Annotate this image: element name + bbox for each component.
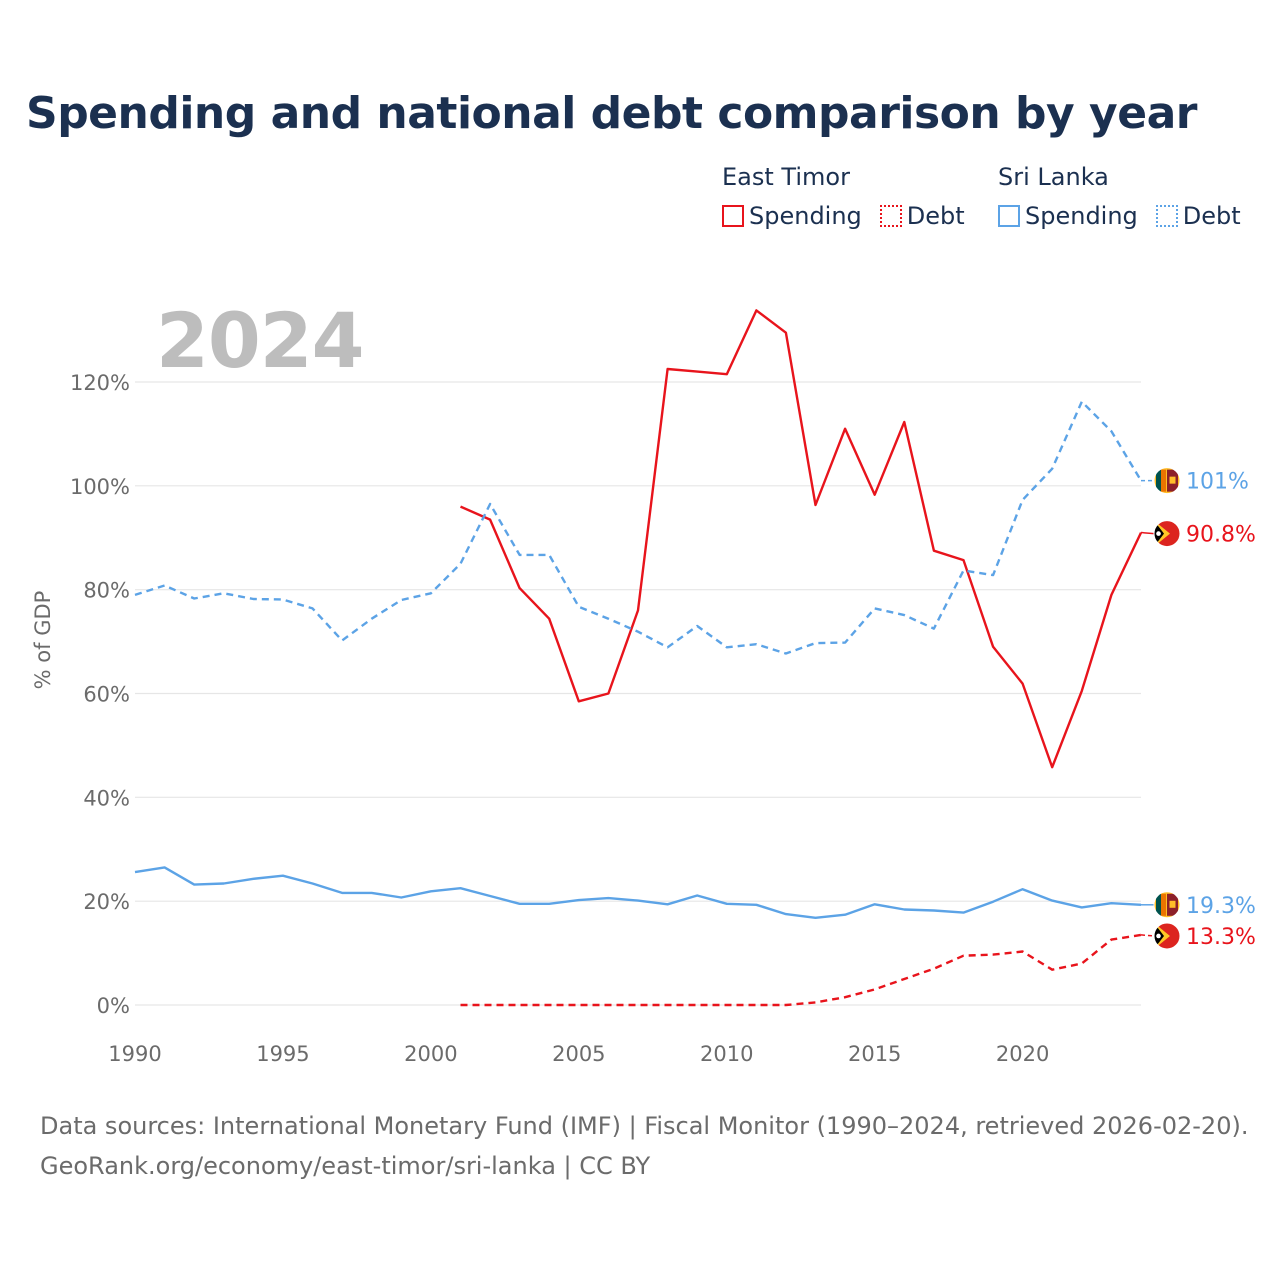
flag-body	[1154, 891, 1180, 918]
legend-group-title: East Timor	[722, 163, 850, 191]
y-tick-label: 60%	[83, 683, 130, 707]
legend-swatch-solid	[722, 205, 744, 227]
source-note: Data sources: International Monetary Fun…	[40, 1106, 1248, 1186]
legend-label: Spending	[1025, 202, 1138, 230]
legend-label: Debt	[1182, 202, 1241, 230]
series-line	[134, 866, 1142, 919]
legend-label: Spending	[749, 202, 862, 230]
end-value-label: 101%	[1186, 470, 1249, 495]
y-axis-label: % of GDP	[31, 591, 55, 690]
sri-lanka-flag-icon	[1153, 467, 1181, 495]
flag-ring	[1153, 467, 1181, 495]
flag-body	[1154, 520, 1180, 547]
y-tick-label: 20%	[83, 890, 130, 914]
flag-star	[1156, 933, 1161, 939]
end-labels: 90.8% 101% 19.3% 13.3%	[1140, 467, 1256, 950]
flag-star	[1156, 531, 1161, 536]
chart-title: Spending and national debt comparison by…	[26, 88, 1197, 139]
x-tick-label: 1990	[108, 1042, 161, 1066]
source-line-2: GeoRank.org/economy/east-timor/sri-lanka…	[40, 1152, 651, 1180]
legend-item-east-timor-spending[interactable]: Spending	[722, 202, 862, 230]
legend-swatch-solid	[998, 205, 1020, 227]
x-tick-label: 2000	[404, 1042, 457, 1066]
flag-body	[1154, 467, 1180, 494]
flag-stripe-orange	[1161, 469, 1166, 492]
x-tick-label: 2010	[700, 1042, 753, 1066]
flag-ring	[1153, 520, 1181, 548]
x-tick-label: 1995	[256, 1042, 309, 1066]
x-tick-label: 2020	[996, 1042, 1049, 1066]
flag-stripe-green	[1156, 469, 1161, 492]
end-value-label: 90.8%	[1186, 523, 1256, 548]
legend-group-sri-lanka: Sri Lanka Spending Debt	[998, 160, 1259, 230]
legend-item-sri-lanka-spending[interactable]: Spending	[998, 202, 1138, 230]
label-connector	[1140, 934, 1155, 937]
flag-ring	[1153, 891, 1181, 919]
label-connector	[1140, 531, 1155, 535]
year-watermark: 2024	[156, 296, 365, 385]
series-lines	[134, 309, 1143, 1007]
flag-lion	[1169, 900, 1176, 908]
series-line	[134, 400, 1143, 655]
y-tick-label: 80%	[83, 579, 130, 603]
flag-stripe-orange	[1161, 893, 1166, 916]
legend-group-title: Sri Lanka	[998, 163, 1109, 191]
series-line	[460, 933, 1142, 1007]
end-value-label: 13.3%	[1186, 925, 1256, 950]
legend-swatch-dotted	[1155, 205, 1178, 227]
legend-swatch-dotted	[879, 205, 902, 227]
axes: 0% 20% 40% 60% 80% 100% 120% 1990 1995 2000 2005 20…	[31, 371, 1049, 1066]
y-tick-label: 40%	[83, 786, 130, 810]
east-timor-flag-icon	[1153, 520, 1181, 548]
grid-lines	[135, 381, 1141, 1006]
legend-item-sri-lanka-debt[interactable]: Debt	[1155, 202, 1241, 230]
flag-lion	[1169, 476, 1176, 484]
sri-lanka-flag-icon	[1153, 891, 1181, 919]
legend-label: Debt	[906, 202, 965, 230]
legend-group-east-timor: East Timor Spending Debt	[722, 160, 983, 230]
y-tick-label: 0%	[97, 994, 130, 1018]
legend-item-east-timor-debt[interactable]: Debt	[879, 202, 965, 230]
flag-body	[1154, 922, 1180, 949]
x-tick-label: 2005	[552, 1042, 605, 1066]
east-timor-flag-icon	[1153, 922, 1181, 950]
x-tick-label: 2015	[848, 1042, 901, 1066]
flag-stripe-green	[1156, 893, 1161, 916]
y-tick-label: 120%	[70, 371, 130, 395]
end-value-label: 19.3%	[1186, 894, 1256, 919]
flag-ring	[1153, 922, 1181, 950]
series-line	[460, 309, 1143, 769]
y-tick-label: 100%	[70, 475, 130, 499]
source-line-1: Data sources: International Monetary Fun…	[40, 1112, 1249, 1140]
line-chart: 0% 20% 40% 60% 80% 100% 120% 1990 1995 2000 2005 20…	[31, 309, 1256, 1066]
